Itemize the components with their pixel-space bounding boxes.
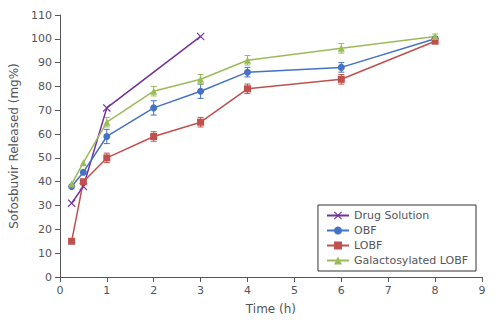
svg-text:90: 90 — [38, 56, 52, 69]
svg-text:OBF: OBF — [354, 224, 377, 237]
svg-text:LOBF: LOBF — [354, 239, 382, 252]
svg-text:Sofosbuvir Released (mg%): Sofosbuvir Released (mg%) — [7, 63, 21, 229]
svg-text:Time (h): Time (h) — [245, 302, 296, 316]
svg-text:60: 60 — [38, 128, 52, 141]
svg-text:0: 0 — [56, 284, 63, 297]
svg-text:Drug Solution: Drug Solution — [354, 209, 429, 222]
svg-text:1: 1 — [103, 284, 110, 297]
svg-text:20: 20 — [38, 223, 52, 236]
svg-text:40: 40 — [38, 175, 52, 188]
svg-text:7: 7 — [385, 284, 392, 297]
svg-text:3: 3 — [197, 284, 204, 297]
svg-text:0: 0 — [45, 271, 52, 284]
svg-text:8: 8 — [432, 284, 439, 297]
svg-text:6: 6 — [338, 284, 345, 297]
svg-text:100: 100 — [31, 32, 52, 45]
svg-text:50: 50 — [38, 151, 52, 164]
svg-text:9: 9 — [479, 284, 486, 297]
svg-text:80: 80 — [38, 80, 52, 93]
svg-text:10: 10 — [38, 247, 52, 260]
svg-text:110: 110 — [31, 9, 52, 22]
svg-text:5: 5 — [291, 284, 298, 297]
svg-text:2: 2 — [150, 284, 157, 297]
svg-text:4: 4 — [244, 284, 251, 297]
svg-text:70: 70 — [38, 104, 52, 117]
svg-text:Galactosylated LOBF: Galactosylated LOBF — [354, 254, 468, 267]
svg-text:30: 30 — [38, 199, 52, 212]
